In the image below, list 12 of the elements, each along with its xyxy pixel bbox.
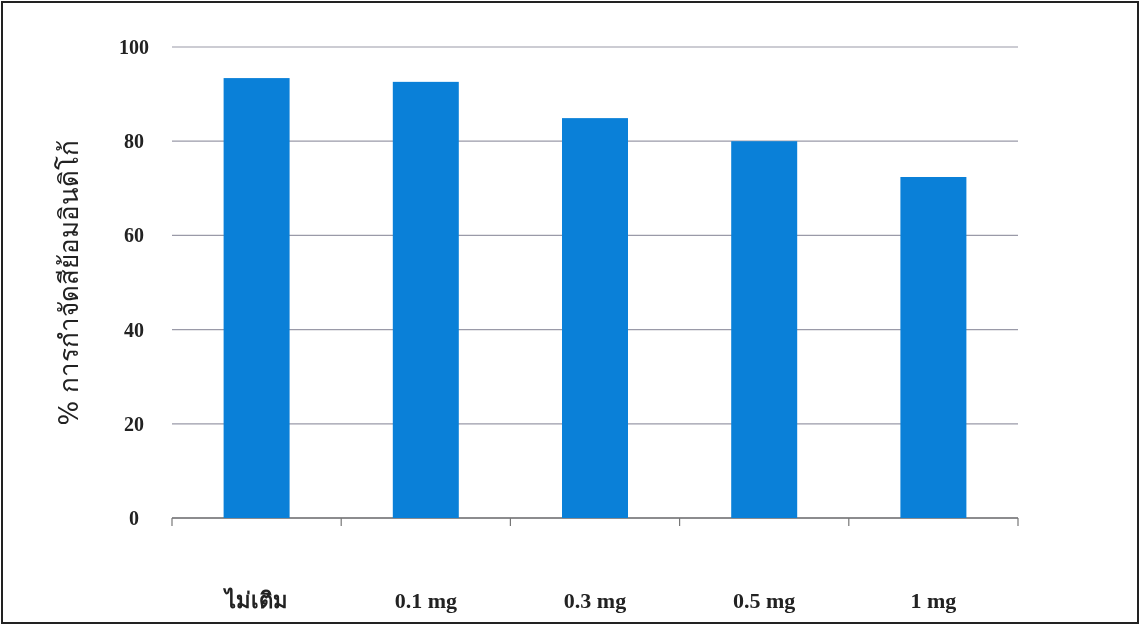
x-tick-label: 0.5 mg: [733, 588, 796, 613]
y-tick-label: 60: [124, 224, 144, 247]
x-tick-label: 0.3 mg: [563, 588, 627, 613]
x-tick-label: 0.1 mg: [394, 588, 457, 613]
x-tick-label: ไม่เติม: [223, 587, 289, 613]
y-axis-title: % การกำจัดสีย้อมอินดิโก้: [54, 139, 84, 426]
y-tick-label: 80: [124, 130, 144, 153]
y-tick-label: 0: [129, 507, 139, 529]
y-tick-label: 40: [124, 318, 144, 341]
x-tick-label: 1 mg: [910, 588, 957, 613]
y-tick-label: 20: [124, 412, 144, 435]
y-tick-label: 100: [119, 36, 149, 58]
